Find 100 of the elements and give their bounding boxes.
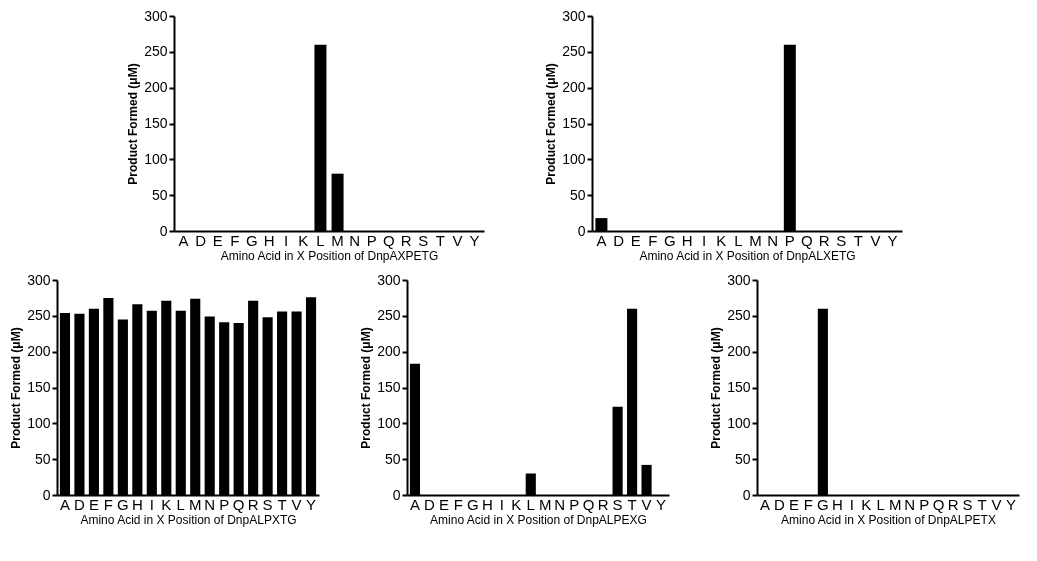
x-tick-label: N [349, 231, 361, 249]
x-tick-label: K [298, 231, 309, 249]
y-tick-label: 0 [392, 486, 401, 503]
x-tick-label: M [749, 231, 762, 249]
x-tick-label: A [596, 231, 607, 249]
y-axis-title: Product Formed (μM) [544, 63, 559, 185]
y-tick-label: 300 [727, 271, 751, 288]
y-tick-label: 50 [151, 186, 168, 203]
x-tick-label: K [511, 495, 522, 513]
x-tick-label: P [919, 495, 930, 513]
x-tick-label: K [861, 495, 872, 513]
y-axis-title: Product Formed (μM) [359, 327, 374, 449]
x-tick-label: M [888, 495, 902, 513]
x-tick-label: K [716, 231, 727, 249]
x-tick-label: D [74, 495, 86, 513]
x-tick-label: S [612, 495, 623, 513]
y-tick-label: 300 [144, 7, 168, 24]
y-tick-label: 300 [377, 271, 401, 288]
x-tick-label: G [467, 495, 479, 513]
x-tick-label: F [453, 495, 463, 513]
y-tick-label: 150 [144, 115, 168, 131]
y-tick-label: 250 [727, 307, 751, 324]
x-tick-label: L [176, 495, 185, 513]
x-tick-label: F [230, 231, 240, 249]
x-tick-label: R [947, 495, 959, 513]
x-tick-label: D [424, 495, 436, 513]
x-tick-label: R [247, 495, 259, 513]
x-tick-label: H [481, 495, 493, 513]
x-tick-label: M [331, 231, 344, 249]
y-tick-label: 50 [734, 450, 751, 467]
x-tick-label: N [767, 231, 779, 249]
x-tick-label: Q [801, 231, 813, 249]
x-tick-label: V [291, 495, 302, 513]
y-tick-label: 50 [569, 186, 586, 203]
x-tick-label: E [630, 231, 641, 249]
x-tick-label: H [681, 231, 693, 249]
x-tick-label: E [212, 231, 223, 249]
x-tick-label: R [818, 231, 830, 249]
y-tick-label: 100 [727, 414, 751, 431]
y-tick-label: 200 [144, 79, 168, 96]
x-tick-label: E [438, 495, 449, 513]
x-tick-label: D [613, 231, 625, 249]
y-tick-label: 200 [562, 79, 586, 96]
x-axis-title: Amino Acid in X Position of DnpALPXTG [80, 512, 297, 527]
x-tick-label: Y [1006, 495, 1017, 513]
x-axis-title: Amino Acid in X Position of DnpALPEXG [430, 512, 647, 527]
y-axis-title: Product Formed (μM) [709, 327, 724, 449]
x-tick-label: G [664, 231, 676, 249]
y-tick-label: 0 [577, 222, 586, 239]
x-tick-label: P [569, 495, 580, 513]
y-tick-label: 100 [562, 150, 586, 167]
y-tick-label: 200 [27, 343, 51, 360]
y-tick-label: 200 [377, 343, 401, 360]
x-tick-label: D [774, 495, 786, 513]
y-tick-label: 250 [562, 43, 586, 60]
y-tick-label: 200 [727, 343, 751, 360]
y-tick-label: 150 [377, 379, 401, 395]
x-tick-label: P [219, 495, 230, 513]
x-tick-label: A [409, 495, 420, 513]
x-tick-label: L [526, 495, 535, 513]
x-tick-label: L [316, 231, 325, 249]
x-tick-label: A [178, 231, 189, 249]
y-tick-label: 150 [27, 379, 51, 395]
x-tick-label: Q [582, 495, 595, 513]
y-tick-label: 100 [144, 150, 168, 167]
x-tick-label: Q [232, 495, 245, 513]
x-tick-label: H [131, 495, 143, 513]
y-tick-label: 150 [727, 379, 751, 395]
x-tick-label: F [103, 495, 113, 513]
y-axis-title: Product Formed (μM) [126, 63, 141, 185]
x-tick-label: L [734, 231, 743, 249]
y-tick-label: 250 [27, 307, 51, 324]
x-tick-label: E [788, 495, 799, 513]
y-tick-label: 100 [377, 414, 401, 431]
x-tick-label: N [904, 495, 916, 513]
x-tick-label: N [204, 495, 216, 513]
x-axis-title: Amino Acid in X Position of DnpAXPETG [220, 248, 439, 263]
x-axis-title: Amino Acid in X Position of DnpALXETG [639, 248, 856, 263]
x-tick-label: H [263, 231, 275, 249]
y-axis-title: Product Formed (μM) [9, 327, 24, 449]
x-tick-label: I [499, 495, 504, 513]
x-tick-label: P [784, 231, 795, 249]
x-tick-label: I [149, 495, 154, 513]
x-tick-label: F [648, 231, 658, 249]
x-tick-label: E [88, 495, 99, 513]
x-axis-title: Amino Acid in X Position of DnpALPETX [781, 512, 996, 527]
y-tick-label: 150 [562, 115, 586, 131]
x-tick-label: N [554, 495, 566, 513]
y-tick-label: 0 [742, 486, 751, 503]
x-tick-label: R [400, 231, 412, 249]
x-tick-label: T [853, 231, 863, 249]
x-tick-label: G [117, 495, 129, 513]
x-tick-label: G [817, 495, 829, 513]
x-tick-label: D [195, 231, 207, 249]
y-tick-label: 100 [27, 414, 51, 431]
x-tick-label: S [418, 231, 429, 249]
y-tick-label: 50 [384, 450, 401, 467]
y-tick-label: 0 [42, 486, 51, 503]
x-tick-label: G [246, 231, 258, 249]
x-tick-label: I [284, 231, 289, 249]
